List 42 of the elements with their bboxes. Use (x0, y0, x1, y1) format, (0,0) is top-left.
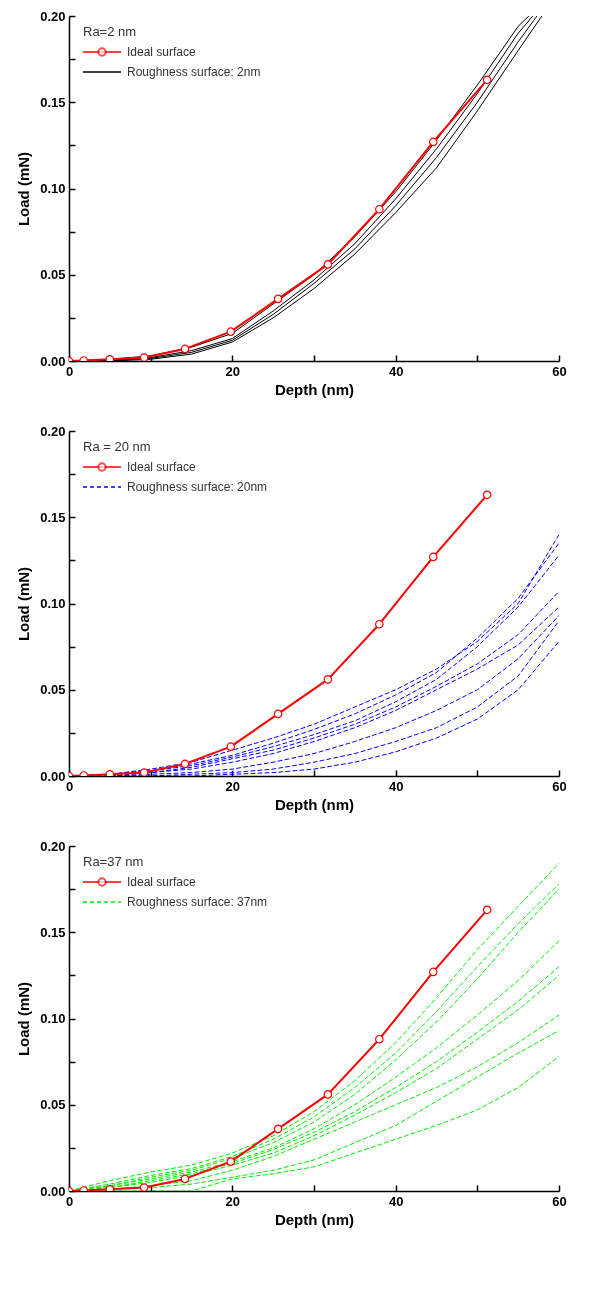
y-axis-title: Load (mN) (15, 151, 33, 227)
x-tick-label: 0 (65, 778, 74, 794)
y-tick-label: 0.20 (40, 838, 66, 854)
x-tick-label: 0 (65, 1193, 74, 1209)
legend-title: Ra=2 nm (83, 24, 137, 39)
legend-label: Roughness surface: 2nm (127, 65, 261, 79)
y-tick-label: 0.15 (40, 924, 66, 940)
legend-label: Ideal surface (127, 875, 197, 889)
legend-title: Ra = 20 nm (83, 439, 151, 454)
x-tick-label: 20 (225, 778, 241, 794)
text: 0.00 (40, 768, 66, 784)
y-tick-label: 0.10 (40, 596, 66, 611)
legend-label: Roughness surface: 20nm (127, 480, 268, 494)
x-tick-label: 40 (388, 1193, 404, 1209)
legend-label: Ideal surface (127, 45, 197, 59)
y-tick-label: 0.20 (40, 423, 66, 439)
legend-title: Ra=37 nm (83, 854, 144, 869)
x-tick-label: 60 (552, 1193, 567, 1209)
legend-label: Ideal surface (127, 460, 197, 474)
x-tick-label: 60 (552, 778, 567, 794)
y-tick-label: 0.10 (40, 181, 66, 196)
y-axis-title: Load (mN) (15, 981, 33, 1057)
y-tick-label: 0.20 (40, 8, 66, 24)
legend-label: Roughness surface: 37nm (127, 895, 268, 909)
y-tick-label: 0.10 (40, 1011, 66, 1026)
y-tick-label: 0.05 (40, 1097, 66, 1113)
x-axis-title: Depth (nm) (274, 1210, 355, 1228)
y-tick-label: 0.05 (40, 682, 66, 698)
x-tick-label: 20 (225, 1193, 241, 1209)
x-axis-title: Depth (nm) (274, 380, 355, 398)
x-axis-title: Depth (nm) (274, 795, 355, 813)
y-tick-label: 0.05 (40, 267, 66, 283)
text: 0.00 (40, 353, 66, 369)
x-tick-label: 60 (552, 363, 567, 379)
x-tick-label: 0 (65, 363, 74, 379)
x-tick-label: 20 (225, 363, 241, 379)
text: 0.00 (40, 1183, 66, 1199)
y-tick-label: 0.15 (40, 94, 66, 110)
y-axis-title: Load (mN) (15, 566, 33, 642)
x-tick-label: 40 (388, 363, 404, 379)
x-tick-label: 40 (388, 778, 404, 794)
y-tick-label: 0.15 (40, 509, 66, 525)
